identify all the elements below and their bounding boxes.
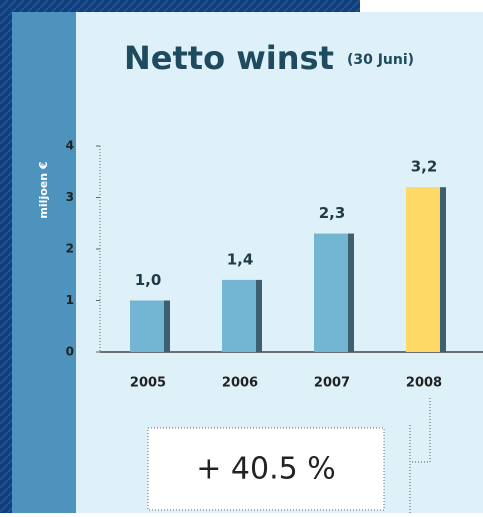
value-label: 1,4 — [227, 250, 254, 268]
x-tick-label: 2006 — [222, 376, 258, 391]
chart-title: Netto winst (30 Juni) — [124, 39, 414, 77]
value-label: 3,2 — [411, 158, 438, 176]
y-tick-label: 1 — [66, 293, 74, 307]
bar — [130, 300, 164, 352]
bar-side — [256, 279, 262, 352]
side-band — [12, 12, 76, 513]
value-label: 1,0 — [135, 271, 162, 289]
bar-side — [440, 187, 446, 352]
bar — [314, 233, 348, 352]
y-tick-label: 0 — [66, 345, 74, 359]
y-tick-label: 4 — [66, 139, 74, 153]
x-tick-label: 2008 — [406, 376, 442, 391]
x-tick-label: 2007 — [314, 376, 350, 391]
y-axis-label: miljoen € — [37, 161, 50, 218]
x-tick-label: 2005 — [130, 376, 166, 391]
y-tick-label: 2 — [66, 242, 74, 256]
title-text: Netto winst — [124, 39, 334, 77]
y-tick-label: 3 — [66, 190, 74, 204]
bar-side — [348, 233, 354, 352]
value-label: 2,3 — [319, 204, 346, 222]
subtitle-text: (30 Juni) — [347, 52, 414, 68]
annotation-box — [147, 427, 385, 511]
bar-side — [164, 300, 170, 352]
bar — [222, 279, 256, 352]
bar — [406, 187, 440, 352]
connector — [409, 398, 431, 513]
annotation: + 40.5 % — [196, 452, 336, 487]
